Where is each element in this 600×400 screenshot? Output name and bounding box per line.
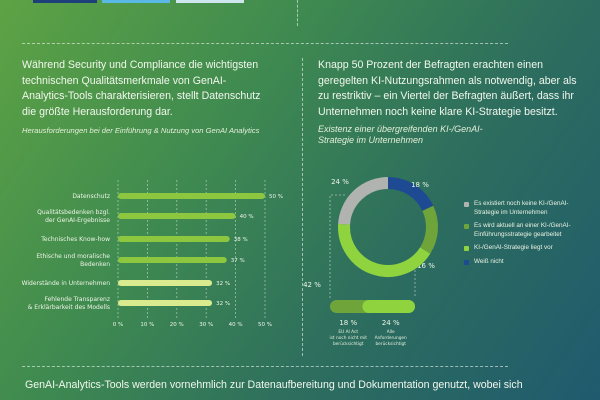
legend-item: Es existiert noch keine KI-/GenAI-Strate…	[462, 200, 582, 217]
tick-label: 20 %	[170, 322, 184, 328]
legend-swatch	[464, 246, 469, 251]
category-label: Ethische und moralische Bedenken	[36, 253, 110, 268]
right-chart-subtitle: Existenz einer übergreifenden KI-/GenAI-…	[318, 124, 483, 146]
category-label: Technisches Know-how	[40, 236, 110, 243]
top-box-pale	[176, 0, 244, 3]
legend-swatch	[464, 202, 469, 207]
category-label: Widerstände in Unternehmen	[22, 280, 111, 287]
left-chart-subtitle: Herausforderungen bei der Einführung & N…	[22, 126, 260, 136]
bar-value-label: 32 %	[216, 301, 230, 307]
bar-value-label: 32 %	[216, 281, 230, 287]
category-label: Datenschutz	[72, 193, 110, 200]
bar	[118, 236, 230, 242]
donut-legend: Es existiert noch keine KI-/GenAI-Strate…	[462, 200, 582, 271]
legend-label: Weiß nicht	[474, 257, 504, 265]
tick-label: 10 %	[140, 322, 154, 328]
right-paragraph: Knapp 50 Prozent der Befragten erachten …	[318, 59, 577, 118]
bar	[118, 257, 227, 263]
tick-label: 50 %	[258, 322, 272, 328]
top-box-light-blue	[102, 0, 170, 3]
breakdown-value-label: 18 %	[339, 319, 357, 327]
bar-chart: 0 % 10 % 20 % 30 % 40 % 50 % 50 % Datenschutz 40…	[22, 180, 283, 328]
slice-label: 18 %	[411, 181, 429, 189]
divider-horizontal-top	[22, 43, 508, 44]
bar	[118, 193, 265, 199]
tick-label: 30 %	[199, 322, 213, 328]
bar	[118, 213, 236, 219]
tick-label: 40 %	[229, 322, 243, 328]
slice-label: 42 %	[303, 281, 321, 289]
bar-value-label: 37 %	[231, 258, 245, 264]
bar	[118, 300, 213, 306]
legend-item: KI-/GenAI-Strategie liegt vor	[462, 244, 582, 253]
divider-top	[297, 0, 298, 26]
donut-chart: 18 % 16 % 42 % 24 % 18 % EU AI Act ist noch ni…	[303, 177, 438, 347]
category-label: Fehlende Transparenz & Erklärbarkeit des …	[28, 296, 110, 311]
bar-value-label: 50 %	[269, 194, 283, 200]
legend-swatch	[464, 259, 469, 265]
breakdown-label: EU AI Act ist noch nicht mit berücksichtig…	[330, 329, 368, 347]
right-text-column: Knapp 50 Prozent der Befragten erachten …	[318, 58, 583, 146]
legend-item: Es wird aktuell an einer KI-/GenAI-Einfü…	[462, 222, 582, 239]
bracket-line	[329, 194, 345, 298]
legend-swatch	[464, 224, 469, 229]
donut-slice	[338, 223, 431, 277]
slice-label: 24 %	[331, 178, 349, 186]
breakdown-label: Alle Anforderungen berücksichtigt	[375, 329, 407, 347]
divider-horizontal-bottom	[22, 366, 508, 367]
donut-slice	[338, 177, 389, 225]
top-box-dark-blue	[33, 0, 97, 3]
donut-slice	[387, 177, 434, 212]
breakdown-value-label: 24 %	[382, 319, 400, 327]
bar	[118, 280, 213, 286]
left-paragraph: Während Security und Compliance die wich…	[22, 59, 261, 118]
legend-label: Es wird aktuell an einer KI-/GenAI-Einfü…	[474, 222, 571, 238]
category-label: Qualitätsbedenken bzgl. der GenAI-Ergebni…	[37, 209, 110, 224]
bar-value-label: 40 %	[240, 214, 254, 220]
left-text-column: Während Security und Compliance die wich…	[22, 58, 294, 136]
donut-slice	[419, 205, 438, 254]
divider-middle	[302, 58, 303, 356]
legend-label: KI-/GenAI-Strategie liegt vor	[474, 244, 553, 251]
breakdown-bar-segment	[362, 300, 415, 313]
bar-value-label: 38 %	[234, 237, 248, 243]
tick-label: 0 %	[113, 322, 123, 328]
legend-item: Weiß nicht	[462, 258, 582, 267]
legend-label: Es existiert noch keine KI-/GenAI-Strate…	[474, 200, 569, 216]
slice-label: 16 %	[417, 262, 435, 270]
bottom-paragraph: GenAI-Analytics-Tools werden vornehmlich…	[25, 379, 523, 391]
